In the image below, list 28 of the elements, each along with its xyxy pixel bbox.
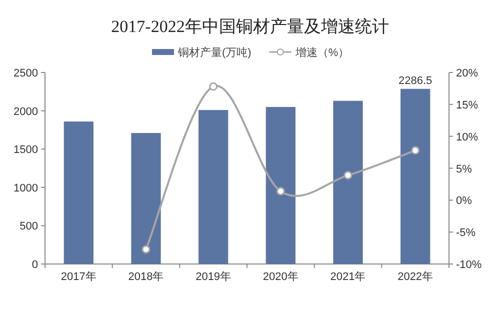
y-tick-label: 500 xyxy=(20,220,38,233)
y-tick-label: 0 xyxy=(32,259,38,271)
y-tick-label: 1000 xyxy=(14,182,38,194)
point xyxy=(344,171,352,180)
y-tick-label: 2500 xyxy=(14,68,38,80)
legend-label: 铜材产量(万吨) xyxy=(177,46,252,59)
x-tick-label: 2018年 xyxy=(128,271,164,283)
y2-tick-label: -10% xyxy=(456,259,482,271)
point xyxy=(209,82,218,91)
y2-tick-label: 20% xyxy=(456,68,478,80)
data-label: 2286.5 xyxy=(398,74,432,87)
legend-label: 增速（%） xyxy=(294,46,350,59)
chart-title: 2017-2022年中国铜材产量及增速统计 xyxy=(111,17,389,36)
y2-tick-label: 10% xyxy=(456,131,478,144)
point xyxy=(276,186,285,196)
y2-tick-label: 5% xyxy=(456,163,472,176)
y2-tick-label: 0% xyxy=(456,195,472,208)
point xyxy=(142,245,150,254)
point xyxy=(411,146,420,155)
x-tick-label: 2017年 xyxy=(60,271,96,283)
x-tick-label: 2021年 xyxy=(330,271,366,283)
x-tick-label: 2022年 xyxy=(398,271,434,283)
y-tick-label: 1500 xyxy=(14,144,38,156)
y2-tick-label: 15% xyxy=(456,99,478,112)
x-tick-label: 2020年 xyxy=(262,271,298,283)
y2-tick-label: -5% xyxy=(456,227,476,240)
y-tick-label: 2000 xyxy=(14,106,38,118)
x-tick-label: 2019年 xyxy=(196,271,232,283)
